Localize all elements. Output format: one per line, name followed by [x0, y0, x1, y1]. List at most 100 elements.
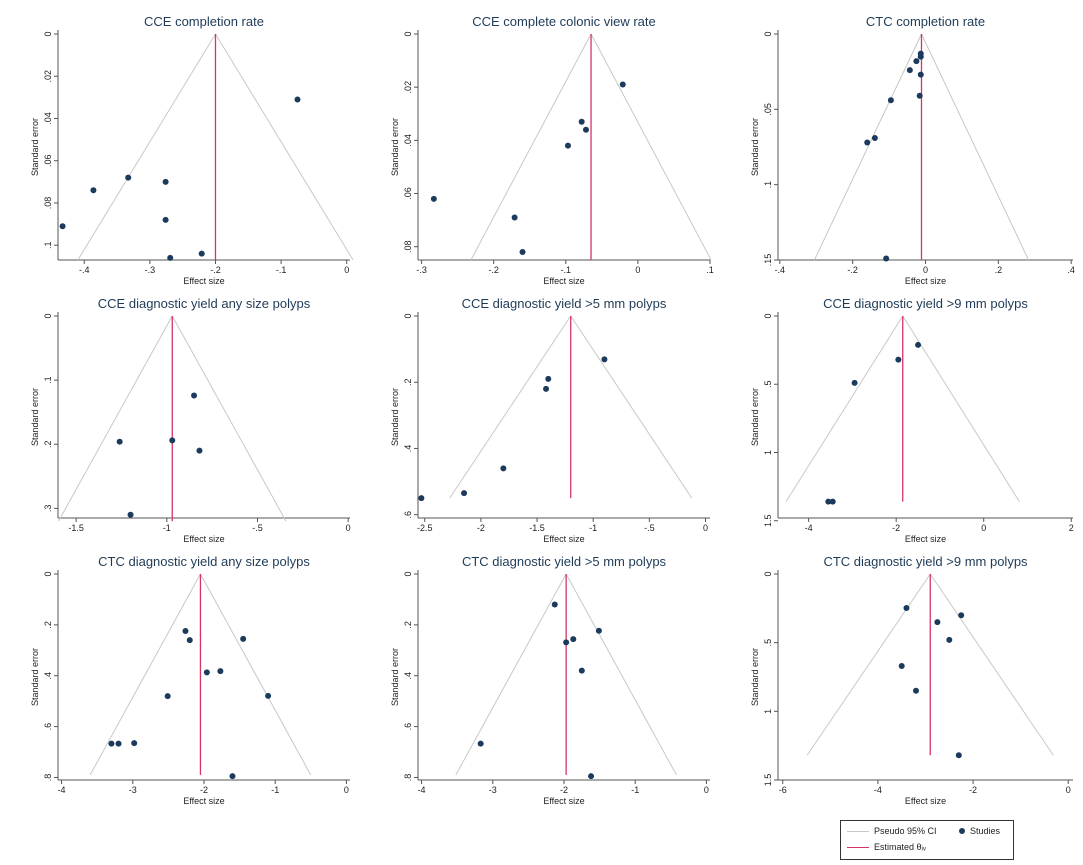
study-point — [545, 375, 552, 382]
y-tick-label: .1 — [763, 181, 773, 189]
y-tick-label: .6 — [43, 723, 53, 731]
x-tick-label: -3 — [129, 785, 137, 795]
x-axis-label: Effect size — [543, 534, 584, 544]
study-point — [240, 635, 247, 642]
x-tick-label: -.1 — [561, 265, 572, 275]
y-tick-label: .02 — [43, 70, 53, 83]
legend-studies-swatch — [959, 828, 965, 834]
legend-ci-label: Pseudo 95% CI — [874, 826, 937, 836]
study-point — [871, 134, 878, 141]
x-tick-label: -4 — [874, 785, 882, 795]
study-point — [115, 740, 122, 747]
y-tick-label: .2 — [403, 621, 413, 629]
ci-left-line — [470, 33, 592, 261]
y-tick-label: .06 — [43, 154, 53, 167]
x-tick-label: -1 — [163, 523, 171, 533]
panel-title: CTC diagnostic yield >5 mm polyps — [462, 554, 667, 569]
study-point — [294, 96, 301, 103]
legend-estimate-swatch — [847, 846, 869, 848]
study-point — [108, 740, 115, 747]
x-tick-label: 0 — [1066, 785, 1071, 795]
ci-left-line — [58, 315, 173, 522]
y-tick-label: 0 — [43, 571, 53, 576]
y-axis-label: Standard error — [30, 388, 40, 446]
funnel-plot-svg: CTC diagnostic yield any size polyps -4 -3… — [30, 554, 350, 806]
funnel-plot-svg: CCE diagnostic yield any size polyps -1.5… — [30, 296, 351, 544]
y-tick-label: .3 — [43, 505, 53, 513]
study-point — [895, 356, 902, 363]
study-point — [903, 605, 910, 612]
study-point — [915, 341, 922, 348]
study-point — [829, 498, 836, 505]
x-tick-label: -2 — [892, 523, 900, 533]
study-point — [601, 356, 608, 363]
x-tick-label: -1.5 — [68, 523, 84, 533]
study-point — [127, 511, 134, 518]
y-axis-label: Standard error — [30, 648, 40, 706]
study-point — [825, 498, 832, 505]
study-point — [169, 437, 176, 444]
legend-ci-swatch — [847, 830, 869, 832]
study-point — [917, 71, 924, 78]
funnel-plot-svg: CCE diagnostic yield >5 mm polyps -2.5 -2 -… — [390, 296, 710, 544]
panel-title: CCE diagnostic yield >9 mm polyps — [823, 296, 1028, 311]
study-point — [461, 490, 468, 497]
y-tick-label: 0 — [763, 571, 773, 576]
y-tick-label: 1 — [763, 450, 773, 455]
x-tick-label: -.5 — [644, 523, 655, 533]
funnel-plot-svg: CCE completion rate -.4 -.3 -.2 -.1 0 0 .02 .04.… — [30, 14, 354, 286]
x-tick-label: -.2 — [488, 265, 499, 275]
study-point — [898, 663, 905, 670]
panel-title: CCE completion rate — [144, 14, 264, 29]
study-point — [916, 92, 923, 99]
funnel-plot-panel: CTC diagnostic yield any size polyps -4 -3… — [0, 548, 360, 810]
x-tick-label: -1 — [271, 785, 279, 795]
y-axis-label: Standard error — [750, 648, 760, 706]
x-tick-label: -.2 — [210, 265, 221, 275]
x-tick-label: 0 — [344, 265, 349, 275]
y-tick-label: .02 — [403, 81, 413, 94]
y-tick-label: .1 — [43, 241, 53, 249]
ci-right-line — [921, 33, 1030, 261]
study-point — [564, 142, 571, 149]
study-point — [958, 612, 965, 619]
x-tick-label: -2 — [969, 785, 977, 795]
study-point — [430, 195, 437, 202]
funnel-plot-panel: CCE diagnostic yield >5 mm polyps -2.5 -2 -… — [360, 290, 720, 548]
panel-title: CCE diagnostic yield any size polyps — [98, 296, 311, 311]
study-point — [578, 118, 585, 125]
legend-studies-label: Studies — [970, 826, 1001, 836]
y-tick-label: 0 — [763, 313, 773, 318]
funnel-plot-svg: CTC diagnostic yield >9 mm polyps -6 -4 -2 0… — [750, 554, 1073, 806]
study-point — [162, 178, 169, 185]
funnel-plot-svg: CTC completion rate -.4 -.2 0 .2 .4 0 .05 .1 .15 E… — [750, 14, 1075, 286]
y-axis-label: Standard error — [750, 388, 760, 446]
y-tick-label: .8 — [43, 774, 53, 782]
study-point — [563, 639, 570, 646]
x-tick-label: -.5 — [252, 523, 263, 533]
funnel-plot-svg: CCE complete colonic view rate -.3 -.2 -.1 0… — [390, 14, 714, 286]
study-point — [198, 250, 205, 257]
y-tick-label: .2 — [403, 378, 413, 386]
y-tick-label: 0 — [763, 31, 773, 36]
ci-left-line — [449, 315, 572, 499]
x-axis-label: Effect size — [183, 796, 224, 806]
y-axis-label: Standard error — [390, 118, 400, 176]
x-tick-label: 0 — [635, 265, 640, 275]
study-point — [164, 693, 171, 700]
panel-title: CTC diagnostic yield any size polyps — [98, 554, 310, 569]
x-tick-label: 0 — [923, 265, 928, 275]
x-tick-label: 0 — [704, 785, 709, 795]
y-tick-label: .5 — [763, 639, 773, 647]
y-tick-label: .4 — [403, 445, 413, 453]
study-point — [906, 67, 913, 74]
study-point — [511, 214, 518, 221]
study-point — [186, 637, 193, 644]
y-tick-label: .06 — [403, 187, 413, 200]
funnel-plot-panel: CCE diagnostic yield >9 mm polyps -4 -2 0 2 0… — [720, 290, 1083, 548]
y-tick-label: 0 — [43, 313, 53, 318]
study-point — [551, 601, 558, 608]
y-tick-label: 1 — [763, 709, 773, 714]
y-axis-label: Standard error — [390, 388, 400, 446]
study-point — [864, 139, 871, 146]
